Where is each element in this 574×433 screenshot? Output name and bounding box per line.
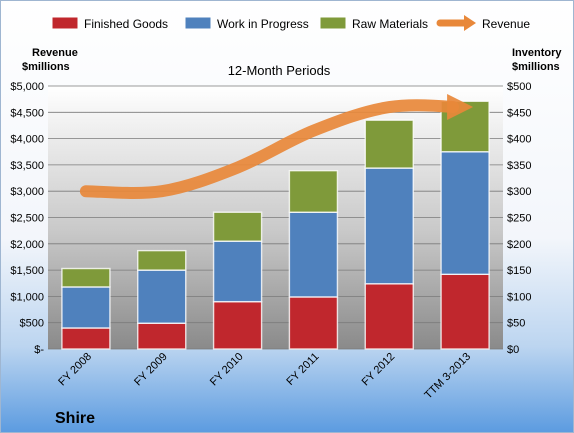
right-tick-label: $100	[507, 291, 531, 303]
bar-raw-materials	[61, 267, 111, 288]
right-tick-label: $50	[507, 318, 525, 330]
left-tick-label: $4,500	[10, 107, 44, 119]
legend-arrowhead	[464, 15, 476, 31]
bar-finished-goods	[288, 296, 339, 350]
right-axis-ticks: $0 $50 $100 $150 $200 $250 $300 $350 $400 $450 $50…	[507, 81, 531, 356]
legend-label: Raw Materials	[352, 17, 428, 31]
revenue-series	[79, 94, 474, 199]
chart-title: 12-Month Periods	[228, 63, 331, 78]
left-tick-label: $4,000	[10, 134, 44, 146]
left-tick-label: $3,500	[10, 160, 44, 172]
right-axis-title-line1: Inventory	[512, 47, 562, 59]
right-tick-label: $300	[507, 186, 531, 198]
legend-swatch	[319, 16, 347, 30]
bar-finished-goods	[137, 322, 187, 350]
right-tick-label: $200	[507, 239, 531, 251]
legend-label: Finished Goods	[84, 17, 168, 31]
bar-raw-materials	[288, 169, 339, 213]
left-axis-title-line1: Revenue	[32, 47, 78, 59]
right-tick-label: $450	[507, 107, 531, 119]
left-tick-label: $1,000	[10, 291, 44, 303]
left-tick-label: $-	[34, 344, 44, 356]
right-tick-label: $400	[507, 134, 531, 146]
bar-work-in-progress	[212, 240, 263, 303]
left-tick-label: $3,000	[10, 186, 44, 198]
revenue-line	[79, 99, 460, 199]
legend-swatch	[51, 16, 79, 30]
gridlines	[48, 85, 503, 350]
right-tick-label: $150	[507, 265, 531, 277]
company-name: Shire	[55, 410, 95, 427]
right-tick-label: $350	[507, 160, 531, 172]
left-tick-label: $2,000	[10, 239, 44, 251]
bar-finished-goods	[212, 300, 263, 350]
bar-finished-goods	[440, 273, 490, 350]
bar-finished-goods	[61, 327, 111, 350]
left-tick-label: $5,000	[10, 81, 44, 93]
left-axis-ticks: $- $500 $1,000 $1,500 $2,000 $2,500 $3,000 $3,5…	[10, 81, 44, 356]
bar-raw-materials	[364, 119, 414, 169]
left-tick-label: $2,500	[10, 213, 44, 225]
right-tick-label: $0	[507, 344, 519, 356]
left-axis-title-line2: $millions	[22, 61, 70, 73]
legend: Finished Goods Work in Progress Raw Materi…	[51, 15, 530, 31]
left-tick-label: $500	[20, 318, 44, 330]
legend-label: Revenue	[482, 17, 530, 31]
bar-raw-materials	[137, 249, 187, 271]
right-axis-title-line2: $millions	[512, 61, 560, 73]
left-tick-label: $1,500	[10, 265, 44, 277]
bar-finished-goods	[364, 283, 414, 350]
legend-label: Work in Progress	[217, 17, 309, 31]
bar-work-in-progress	[364, 167, 414, 285]
legend-swatch	[184, 16, 212, 30]
bar-work-in-progress	[440, 151, 490, 276]
right-tick-label: $250	[507, 213, 531, 225]
bar-raw-materials	[212, 211, 263, 242]
right-tick-label: $500	[507, 81, 531, 93]
bar-work-in-progress	[137, 269, 187, 324]
bar-work-in-progress	[61, 286, 111, 329]
revenue-arrowhead	[447, 94, 474, 121]
bar-work-in-progress	[288, 211, 339, 298]
